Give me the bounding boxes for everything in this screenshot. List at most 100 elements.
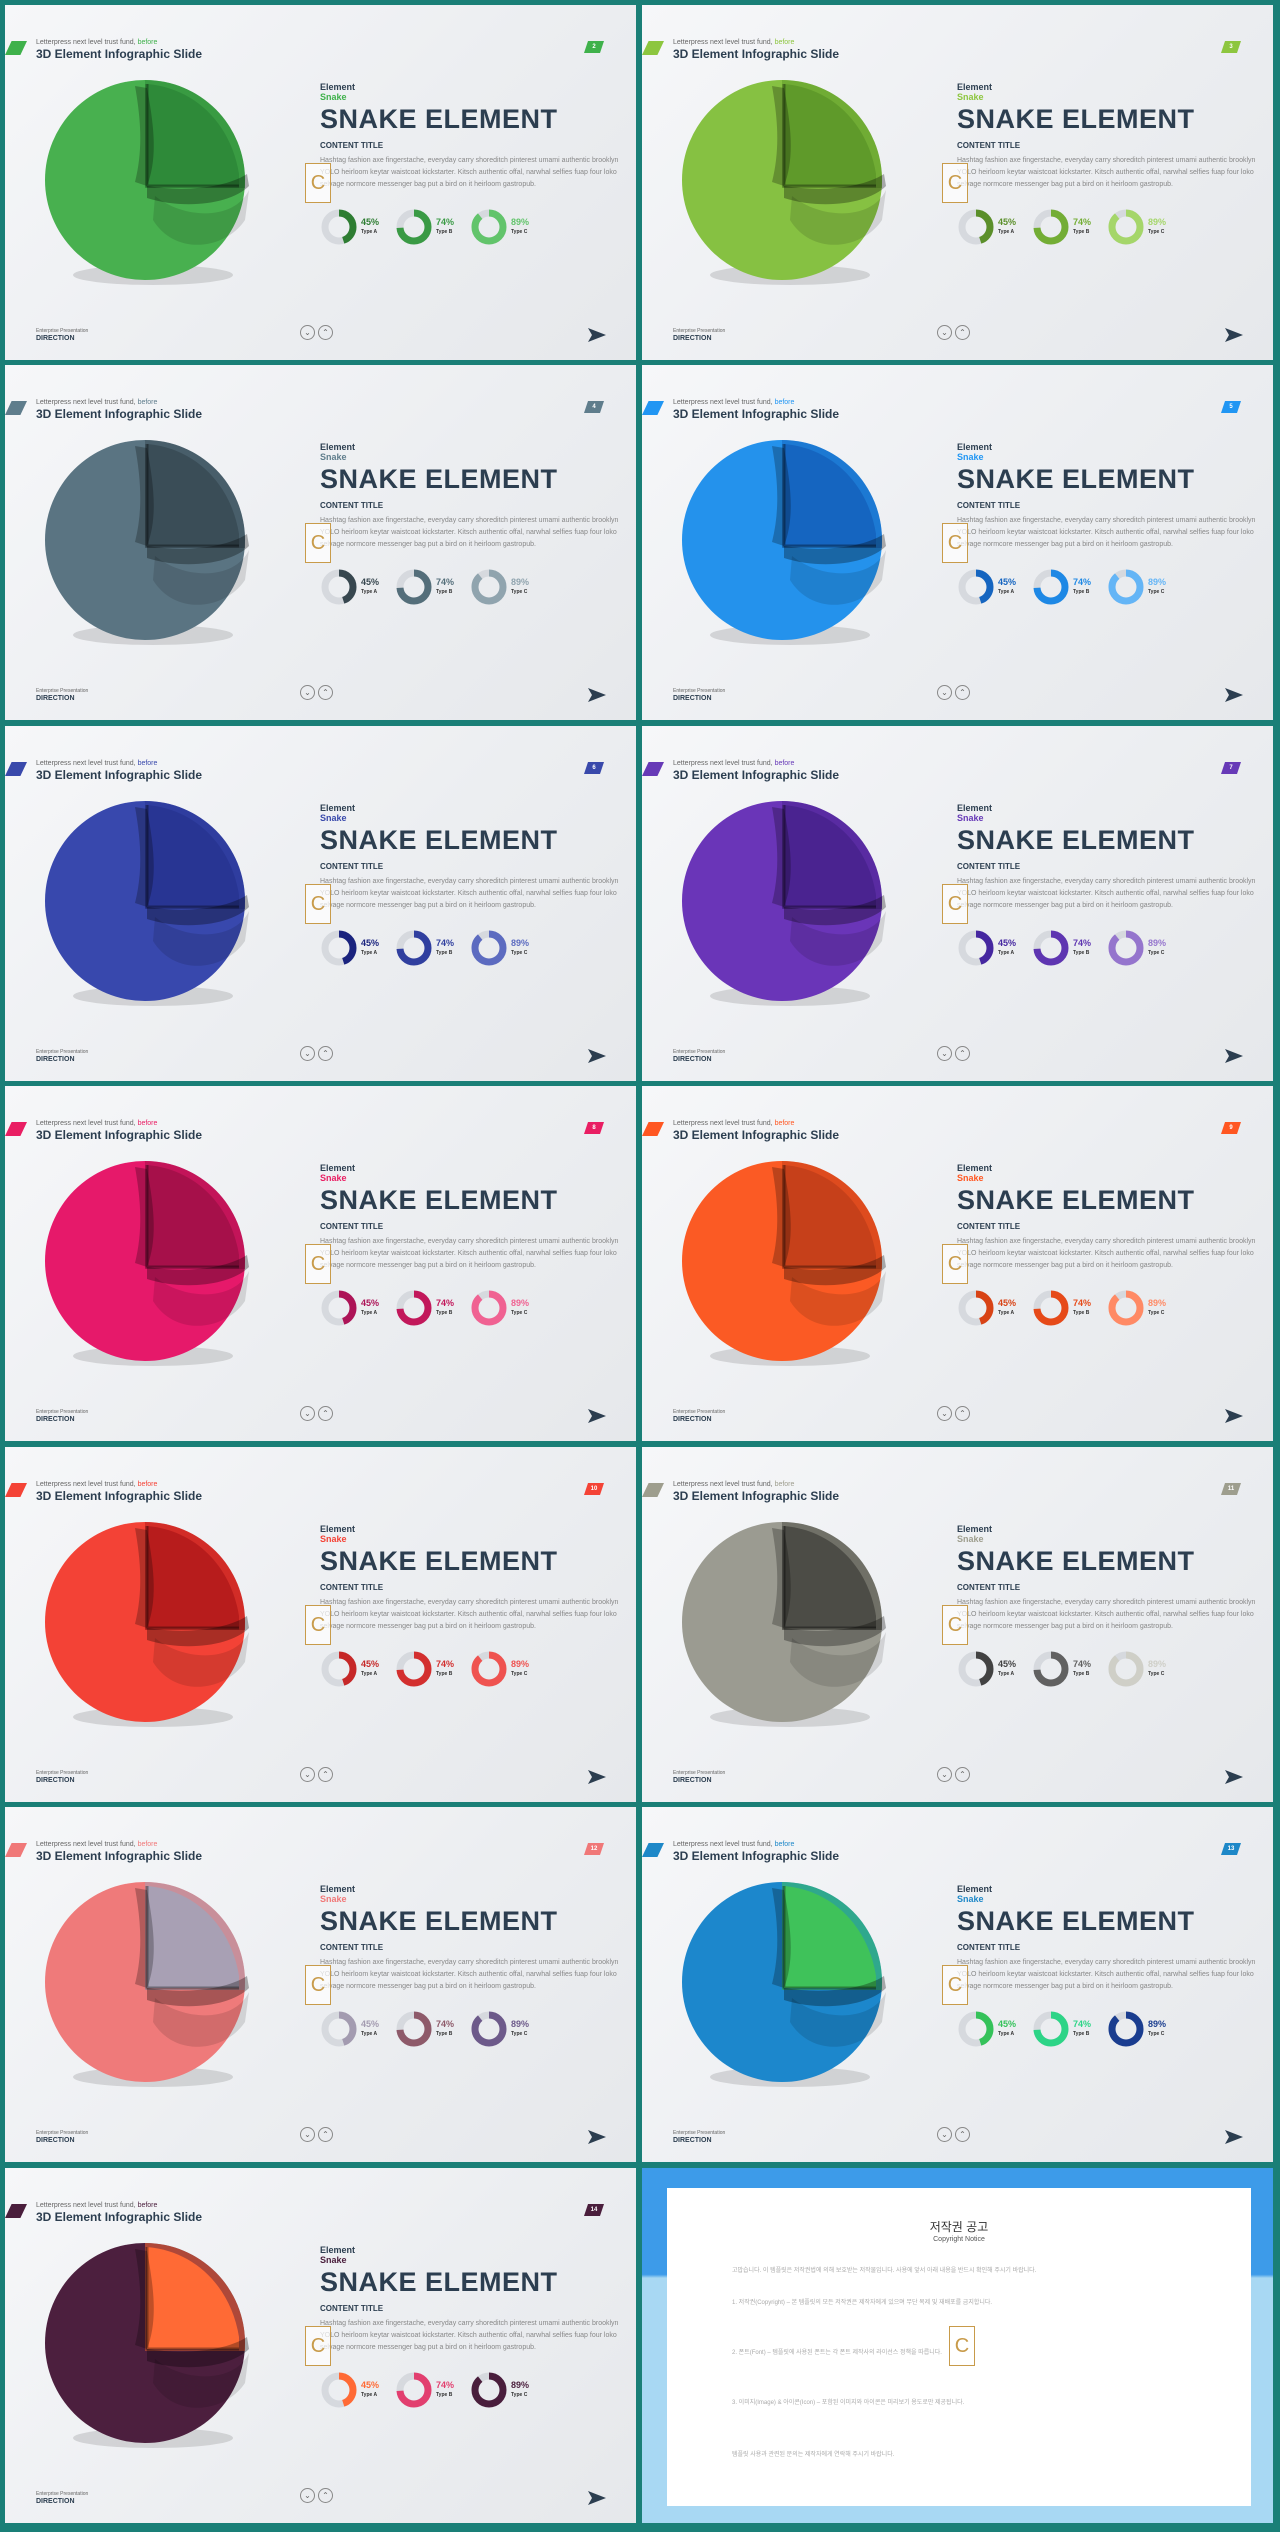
- send-arrow-icon[interactable]: [588, 1049, 606, 1063]
- slide-thumbnail-8[interactable]: Letterpress next level trust fund, befor…: [5, 1086, 636, 1441]
- sphere-3d-icon: [682, 440, 886, 645]
- body-text: Hashtag fashion axe fingerstache, everyd…: [320, 2320, 619, 2351]
- stat-percent: 89%: [1148, 1298, 1167, 1308]
- snake-element-heading: SNAKE ELEMENT: [320, 1185, 558, 1215]
- copyright-notice-slide[interactable]: 저작권 공고 Copyright Notice 고맙습니다. 이 템플릿은 저작…: [642, 2168, 1273, 2523]
- stat-percent: 74%: [1073, 2019, 1092, 2029]
- slide-thumbnail-10[interactable]: Letterpress next level trust fund, befor…: [5, 1447, 636, 1802]
- prev-slide-icon[interactable]: ⌄: [300, 1046, 315, 1061]
- slide-thumbnail-7[interactable]: Letterpress next level trust fund, befor…: [642, 726, 1273, 1081]
- slide-title: 3D Element Infographic Slide: [673, 1128, 840, 1142]
- prev-slide-icon[interactable]: ⌄: [937, 1767, 952, 1782]
- send-arrow-icon[interactable]: [588, 1409, 606, 1423]
- header-subtitle: Letterpress next level trust fund, befor…: [36, 1841, 158, 1848]
- slide-title: 3D Element Infographic Slide: [673, 768, 840, 782]
- next-slide-icon[interactable]: ⌃: [318, 1046, 333, 1061]
- element-label: Element: [957, 1163, 993, 1173]
- footer-subtitle: Enterprise Presentation: [673, 1049, 726, 1055]
- prev-slide-icon[interactable]: ⌄: [937, 1046, 952, 1061]
- prev-slide-icon[interactable]: ⌄: [937, 1406, 952, 1421]
- slide-thumbnail-4[interactable]: Letterpress next level trust fund, befor…: [5, 365, 636, 720]
- watermark-logo-icon: C: [942, 523, 968, 563]
- slide-thumbnail-2[interactable]: Letterpress next level trust fund, befor…: [5, 5, 636, 360]
- donut-chart-type-c: [471, 569, 507, 605]
- watermark-logo-icon: C: [305, 2326, 331, 2366]
- stat-label: Type C: [511, 1310, 528, 1316]
- prev-slide-icon[interactable]: ⌄: [937, 2127, 952, 2142]
- slide-thumbnail-9[interactable]: Letterpress next level trust fund, befor…: [642, 1086, 1273, 1441]
- next-slide-icon[interactable]: ⌃: [955, 685, 970, 700]
- element-label: Element: [320, 1884, 356, 1894]
- stat-percent: 89%: [511, 1298, 530, 1308]
- header-subtitle-accent: before: [137, 399, 158, 406]
- slide-thumbnail-11[interactable]: Letterpress next level trust fund, befor…: [642, 1447, 1273, 1802]
- send-arrow-icon[interactable]: [588, 1770, 606, 1784]
- header-accent-tab: [5, 41, 27, 55]
- next-slide-icon[interactable]: ⌃: [955, 1406, 970, 1421]
- prev-slide-icon[interactable]: ⌄: [300, 2127, 315, 2142]
- sphere-3d-icon: [45, 440, 249, 645]
- send-arrow-icon[interactable]: [588, 2491, 606, 2505]
- slide-thumbnail-12[interactable]: Letterpress next level trust fund, befor…: [5, 1807, 636, 2162]
- header-subtitle-accent: before: [137, 39, 158, 46]
- next-slide-icon[interactable]: ⌃: [318, 685, 333, 700]
- next-slide-icon[interactable]: ⌃: [318, 1767, 333, 1782]
- stat-label: Type B: [436, 589, 453, 595]
- donut-chart-type-c: [471, 1290, 507, 1326]
- send-arrow-icon[interactable]: [1225, 1409, 1243, 1423]
- prev-slide-icon[interactable]: ⌄: [937, 325, 952, 340]
- slide-thumbnail-13[interactable]: Letterpress next level trust fund, befor…: [642, 1807, 1273, 2162]
- donut-chart-type-c: [1108, 1290, 1144, 1326]
- prev-slide-icon[interactable]: ⌄: [300, 1767, 315, 1782]
- stats-row: 45% Type A 74% Type B 89% Type C: [957, 1650, 1257, 1690]
- slide-thumbnail-6[interactable]: Letterpress next level trust fund, befor…: [5, 726, 636, 1081]
- stat-label: Type A: [361, 2031, 378, 2037]
- send-arrow-icon[interactable]: [588, 2130, 606, 2144]
- prev-slide-icon[interactable]: ⌄: [300, 325, 315, 340]
- page-number-badge: 3: [1221, 41, 1241, 53]
- send-arrow-icon[interactable]: [1225, 2130, 1243, 2144]
- send-arrow-icon[interactable]: [1225, 328, 1243, 342]
- prev-slide-icon[interactable]: ⌄: [300, 2488, 315, 2503]
- header-subtitle: Letterpress next level trust fund, befor…: [673, 399, 795, 406]
- next-slide-icon[interactable]: ⌃: [318, 2488, 333, 2503]
- stat-percent: 89%: [1148, 938, 1167, 948]
- content-title: CONTENT TITLE: [957, 141, 1021, 150]
- stat-label: Type B: [436, 1671, 453, 1677]
- stat-percent: 74%: [436, 938, 455, 948]
- stats-row: 45% Type A 74% Type B 89% Type C: [320, 2010, 620, 2050]
- donut-chart-type-a: [321, 2372, 357, 2408]
- next-slide-icon[interactable]: ⌃: [318, 2127, 333, 2142]
- prev-slide-icon[interactable]: ⌄: [300, 685, 315, 700]
- stat-label: Type C: [1148, 1310, 1165, 1316]
- next-slide-icon[interactable]: ⌃: [955, 325, 970, 340]
- next-slide-icon[interactable]: ⌃: [955, 1767, 970, 1782]
- send-arrow-icon[interactable]: [588, 688, 606, 702]
- slide-thumbnail-14[interactable]: Letterpress next level trust fund, befor…: [5, 2168, 636, 2523]
- donut-chart-type-a: [321, 1651, 357, 1687]
- footer-label: DIRECTION: [673, 335, 712, 342]
- stats-row: 45% Type A 74% Type B 89% Type C: [320, 208, 620, 248]
- copyright-card: 저작권 공고 Copyright Notice 고맙습니다. 이 템플릿은 저작…: [667, 2188, 1251, 2506]
- next-slide-icon[interactable]: ⌃: [318, 1406, 333, 1421]
- slide-thumbnail-5[interactable]: Letterpress next level trust fund, befor…: [642, 365, 1273, 720]
- header-subtitle: Letterpress next level trust fund, befor…: [673, 760, 795, 767]
- send-arrow-icon[interactable]: [588, 328, 606, 342]
- prev-slide-icon[interactable]: ⌄: [300, 1406, 315, 1421]
- snake-label: Snake: [320, 2255, 347, 2265]
- prev-slide-icon[interactable]: ⌄: [937, 685, 952, 700]
- stat-label: Type A: [998, 950, 1015, 956]
- donut-chart-type-c: [1108, 1651, 1144, 1687]
- send-arrow-icon[interactable]: [1225, 1770, 1243, 1784]
- next-slide-icon[interactable]: ⌃: [318, 325, 333, 340]
- stat-label: Type B: [1073, 229, 1090, 235]
- slide-thumbnail-3[interactable]: Letterpress next level trust fund, befor…: [642, 5, 1273, 360]
- next-slide-icon[interactable]: ⌃: [955, 1046, 970, 1061]
- snake-label: Snake: [320, 1894, 347, 1904]
- send-arrow-icon[interactable]: [1225, 1049, 1243, 1063]
- slide-title: 3D Element Infographic Slide: [673, 1489, 840, 1503]
- send-arrow-icon[interactable]: [1225, 688, 1243, 702]
- next-slide-icon[interactable]: ⌃: [955, 2127, 970, 2142]
- donut-chart-type-c: [471, 209, 507, 245]
- sphere-3d-icon: [682, 80, 886, 285]
